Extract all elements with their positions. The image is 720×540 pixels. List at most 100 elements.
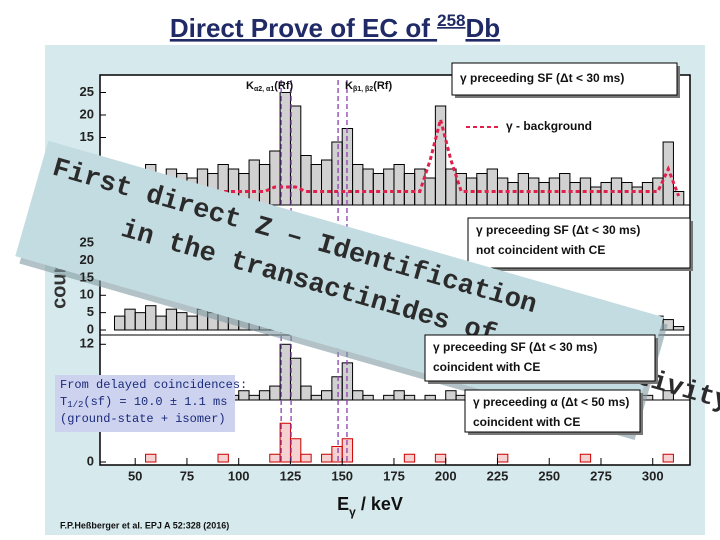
histogram-bar (300, 453, 312, 463)
histogram-bar (476, 173, 488, 206)
legends: γ preceeding SF (Δt < 30 ms) γ - backgrou… (451, 62, 693, 271)
info-text: (ground-state + isomer) (60, 412, 226, 426)
histogram-bar (362, 394, 374, 401)
histogram-bar (269, 385, 281, 401)
histogram-bar (662, 453, 674, 463)
y-tick-label: 25 (80, 235, 94, 250)
peak-label-sub: β1, β2 (353, 86, 373, 93)
histogram-bar (155, 315, 167, 331)
histogram-bar (145, 305, 157, 331)
histogram-bar (631, 186, 643, 206)
histogram-bar (559, 173, 571, 206)
histogram-bar (507, 182, 519, 206)
legend-text: γ preceeding SF (Δt < 30 ms) (476, 223, 640, 237)
x-tick-label: 125 (280, 468, 302, 483)
y-tick-label: 5 (87, 304, 94, 319)
histogram-bar (393, 390, 405, 401)
legend-text: γ preceeding α (Δt < 50 ms) (473, 395, 629, 409)
title-rest: Db (465, 13, 500, 43)
histogram-bar (641, 182, 654, 206)
y-tick-label: 25 (80, 84, 94, 99)
legend-box (451, 62, 678, 96)
histogram-bar (289, 438, 302, 463)
info-text: From delayed coincidences: (60, 378, 247, 392)
legend-text: γ - background (506, 119, 592, 133)
histogram-bar (310, 394, 323, 401)
histogram-bar (486, 168, 498, 206)
histogram-bar (445, 390, 457, 401)
legend-text: coincident with CE (433, 360, 540, 374)
slide-title: Direct Prove of EC of 258Db (170, 11, 500, 42)
histogram-bar (258, 164, 271, 206)
x-tick-label: 75 (180, 468, 194, 483)
histogram-bar (300, 385, 312, 401)
x-label-post: / keV (356, 494, 403, 514)
histogram-bar (186, 315, 198, 331)
histogram-bar (496, 453, 509, 463)
histogram-bar (434, 453, 447, 463)
histogram-bar (590, 186, 602, 206)
y-tick-label: 10 (80, 287, 94, 302)
title-sup: 258 (437, 11, 465, 30)
histogram-bar (124, 308, 136, 331)
histogram-bar (165, 308, 178, 331)
peak-label: Kα2, α1(Rf) (246, 80, 294, 93)
y-tick-label: 15 (80, 269, 94, 284)
legend-text: γ preceeding SF (Δt < 30 ms) (460, 71, 624, 85)
x-tick-label: 200 (435, 468, 457, 483)
x-tick-label: 300 (642, 468, 664, 483)
y-tick-label: 0 (87, 453, 94, 468)
histogram-bar (145, 453, 157, 463)
histogram-bar (248, 394, 260, 401)
histogram-bar (258, 390, 271, 401)
info-text: T1/2(sf) = 10.0 ± 1.1 ms (60, 395, 227, 410)
legend-text: not coincident with CE (476, 243, 605, 257)
y-tick-label: 0 (87, 321, 94, 336)
histogram-bar (362, 168, 374, 206)
info-t: T (60, 395, 67, 409)
peak-label-pre: K (345, 80, 353, 92)
histogram-bar (372, 173, 385, 206)
legend-text: γ preceeding SF (Δt < 30 ms) (433, 340, 597, 354)
y-tick-label: 12 (80, 336, 94, 351)
reference: F.P.Heßberger et al. EPJ A 52:328 (2016) (60, 520, 229, 530)
peak-label-post: (Rf) (274, 80, 293, 92)
peak-label-pre: K (246, 80, 254, 92)
histogram-bar (672, 326, 685, 331)
histogram-bar (331, 141, 343, 206)
histogram-bar (248, 159, 260, 206)
histogram-bar (393, 164, 405, 206)
legend-box (464, 389, 641, 433)
histogram-bar (289, 357, 302, 401)
x-tick-label: 100 (228, 468, 250, 483)
histogram-bar (321, 390, 333, 401)
legend-box (467, 217, 691, 269)
histogram-bar (321, 453, 333, 463)
y-tick-label: 15 (80, 129, 94, 144)
x-tick-label: 225 (487, 468, 509, 483)
peak-label-sub: α2, α1 (254, 86, 274, 93)
title-text: Direct Prove of EC of (170, 13, 437, 43)
x-label-pre: E (337, 494, 349, 514)
info-sub: 1/2 (67, 400, 83, 410)
histogram-bar (600, 182, 612, 206)
histogram-bar (300, 155, 312, 206)
legend-text: coincident with CE (473, 415, 580, 429)
histogram-bar (383, 168, 395, 206)
histogram-bar (331, 446, 343, 463)
histogram-bar (134, 312, 147, 331)
x-tick-label: 175 (383, 468, 405, 483)
histogram-bar (383, 394, 395, 401)
histogram-bar (424, 394, 436, 401)
histogram-bar (621, 182, 633, 206)
info-post: (sf) = 10.0 ± 1.1 ms (83, 395, 227, 409)
x-tick-label: 50 (128, 468, 142, 483)
histogram-bar (414, 168, 426, 206)
x-label-sub: γ (349, 505, 356, 519)
histogram-bar (269, 453, 281, 463)
legend-boxes-bottom: γ preceeding SF (Δt < 30 ms) coincident w… (424, 334, 658, 435)
histogram-bar (538, 182, 550, 206)
histogram-bar (113, 315, 126, 331)
histogram-bar (269, 150, 281, 206)
